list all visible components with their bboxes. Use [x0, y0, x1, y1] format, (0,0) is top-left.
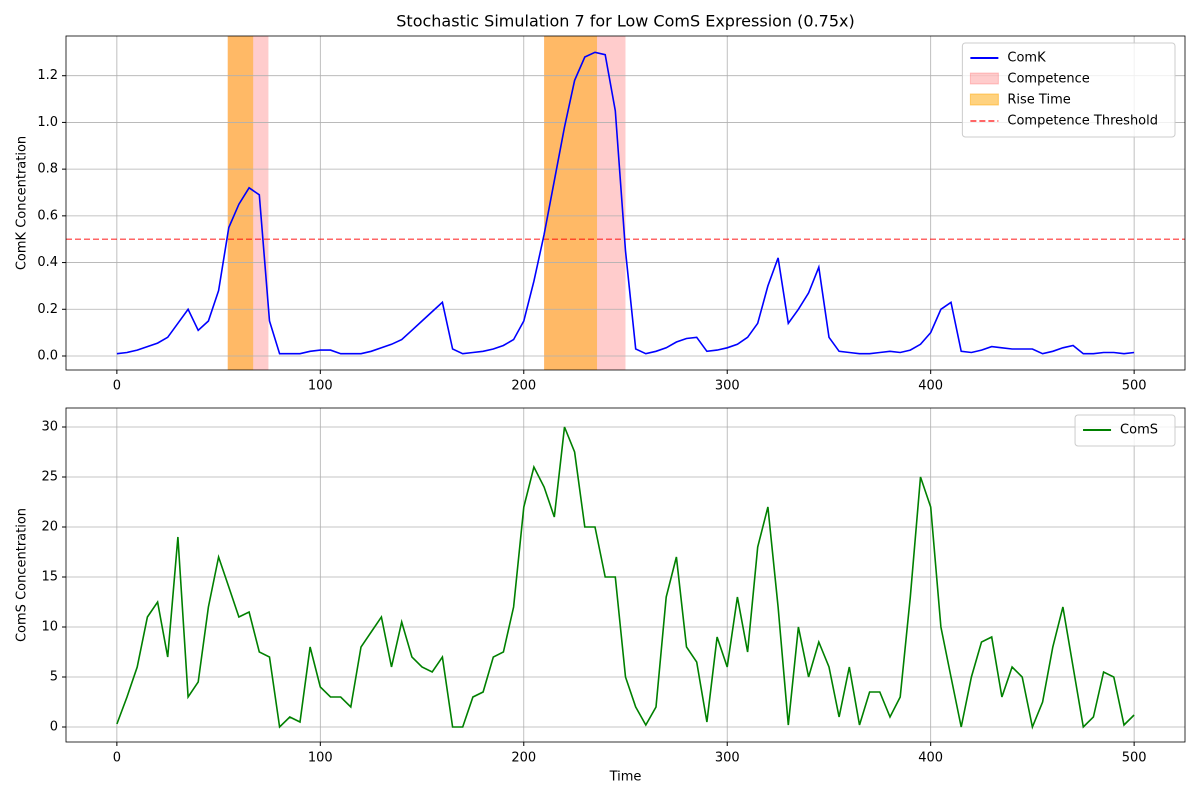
- y-tick-label: 25: [41, 470, 58, 485]
- x-axis-label: Time: [609, 770, 642, 785]
- y-tick-label: 1.0: [37, 115, 58, 130]
- y-tick-label: 0.4: [37, 255, 58, 270]
- axes-frame: [65, 407, 1186, 743]
- y-tick-label: 5: [50, 670, 58, 685]
- x-tick-label: 500: [1122, 751, 1147, 766]
- x-tick-label: 400: [918, 751, 943, 766]
- x-tick-label: 300: [715, 379, 740, 394]
- legend: ComK Competence Rise Time Competence Thresh…: [961, 42, 1176, 138]
- legend-swatch: [969, 72, 999, 85]
- data-line: [116, 51, 1135, 355]
- y-axis-label: ComK Concentration: [15, 136, 30, 270]
- data-line: [116, 426, 1135, 730]
- legend-label: ComS: [1120, 423, 1158, 438]
- x-tick-label: 100: [308, 379, 333, 394]
- y-tick-label: 0.0: [37, 348, 58, 363]
- x-tick-label: 200: [511, 751, 536, 766]
- y-tick-label: 10: [41, 620, 58, 635]
- y-tick-label: 15: [41, 570, 58, 585]
- x-tick-label: 500: [1122, 379, 1147, 394]
- y-tick-label: 0: [50, 720, 58, 735]
- y-tick-label: 0.2: [37, 302, 58, 317]
- x-tick-label: 0: [113, 751, 121, 766]
- legend-label: ComK: [1007, 51, 1046, 66]
- y-axis-label: ComS Concentration: [15, 508, 30, 642]
- legend-swatch: [969, 93, 999, 106]
- x-tick-label: 0: [113, 379, 121, 394]
- chart-title: Stochastic Simulation 7 for Low ComS Exp…: [396, 12, 854, 31]
- y-tick-label: 1.2: [37, 68, 58, 83]
- y-tick-label: 20: [41, 520, 58, 535]
- x-tick-label: 300: [715, 751, 740, 766]
- legend-box: [961, 42, 1176, 138]
- x-tick-label: 100: [308, 751, 333, 766]
- legend-label: Rise Time: [1007, 93, 1070, 108]
- legend-label: Competence Threshold: [1007, 114, 1158, 129]
- legend-box: [1074, 414, 1176, 447]
- axes: 0 100 200 300 400 500 0 5 10 15 20 25 30 Time ComS Con…: [15, 407, 1186, 785]
- x-tick-label: 400: [918, 379, 943, 394]
- legend: ComS: [1074, 414, 1176, 447]
- axes: 0 100 200 300 400 500 0.0 0.2 0.4 0.6 0.8 1.0 1.2 Sto…: [15, 12, 1186, 394]
- y-tick-label: 30: [41, 420, 58, 435]
- x-tick-label: 200: [511, 379, 536, 394]
- legend-label: Competence: [1007, 72, 1089, 87]
- axes-frame: [65, 35, 1186, 371]
- region: [544, 36, 598, 370]
- y-tick-label: 0.8: [37, 162, 58, 177]
- y-tick-label: 0.6: [37, 208, 58, 223]
